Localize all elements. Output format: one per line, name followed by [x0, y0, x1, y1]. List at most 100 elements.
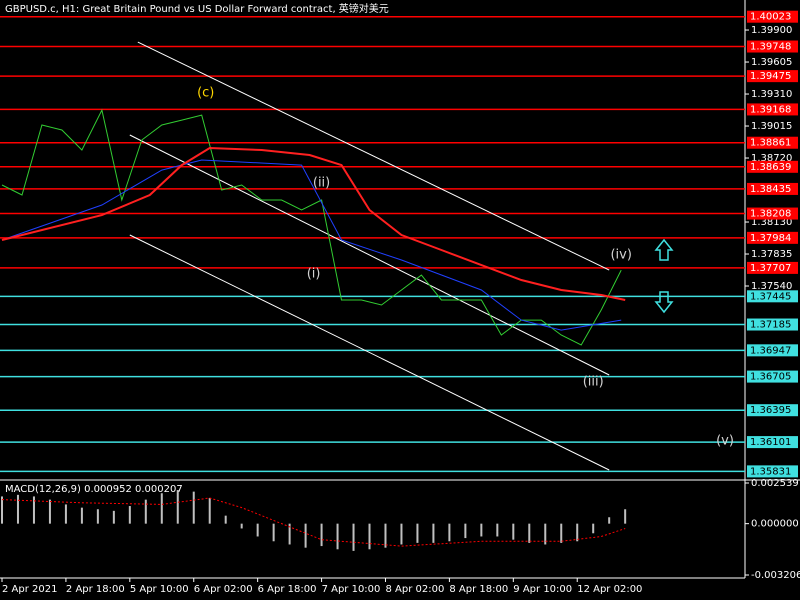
histogram-bar [624, 509, 627, 524]
level-label-box [747, 344, 798, 357]
level-label-box [747, 231, 798, 244]
level-label-box [747, 207, 798, 220]
price-line [1, 159, 622, 331]
x-tick-label: 6 Apr 18:00 [258, 584, 317, 595]
x-tick-label: 2 Apr 2021 [2, 584, 57, 595]
level-label-box [747, 103, 798, 116]
wave-label: (i) [307, 266, 321, 281]
level-label-box [747, 160, 798, 173]
level-label: 1.38435 [750, 184, 791, 195]
level-label: 1.37445 [750, 291, 791, 302]
level-label: 1.37185 [750, 320, 791, 331]
wave-label: (ii) [313, 175, 330, 190]
level-label-box [747, 40, 798, 53]
histogram-bar [208, 498, 211, 524]
histogram-bar [528, 523, 531, 543]
price-line [1, 108, 622, 346]
wave-label: (iv) [610, 247, 631, 262]
histogram-bar [224, 515, 227, 524]
histogram-bar [144, 499, 147, 524]
price-line [137, 41, 610, 271]
histogram-bar [64, 504, 67, 524]
level-label: 1.37984 [750, 233, 791, 244]
x-tick-label: 8 Apr 02:00 [385, 584, 444, 595]
level-label-box [747, 182, 798, 195]
level-label: 1.36705 [750, 372, 791, 383]
level-label-box [747, 370, 798, 383]
level-label-box [747, 261, 798, 274]
histogram-bar [48, 499, 51, 524]
level-label-box [747, 436, 798, 449]
y-tick-label: 1.38720 [751, 153, 792, 164]
y-tick-label: 0.000000 [751, 519, 799, 530]
level-label: 1.39748 [750, 42, 791, 53]
histogram-bar [608, 517, 611, 524]
histogram-bar [576, 523, 579, 542]
level-label: 1.38861 [750, 138, 791, 149]
histogram-bar [448, 523, 451, 542]
histogram-bar [240, 523, 243, 529]
wave-label: (c) [197, 86, 214, 101]
histogram-bar [80, 507, 83, 524]
histogram-bar [272, 523, 275, 542]
level-label-box [747, 465, 798, 478]
level-label-box [747, 70, 798, 83]
histogram-bar [320, 523, 323, 547]
level-label-box [747, 290, 798, 303]
histogram-bar [96, 509, 99, 524]
histogram-bar [512, 523, 515, 540]
level-label: 1.38639 [750, 162, 791, 173]
histogram-bar [432, 523, 435, 543]
wave-label: (iii) [583, 375, 604, 390]
histogram-bar [16, 494, 19, 524]
histogram-bar [400, 523, 403, 545]
price-line [1, 146, 626, 301]
x-tick-label: 12 Apr 02:00 [577, 584, 642, 595]
wave-label: (v) [716, 434, 734, 449]
level-label-box [747, 136, 798, 149]
x-tick-label: 2 Apr 18:00 [66, 584, 125, 595]
histogram-bar [336, 523, 339, 550]
level-label: 1.40023 [750, 12, 791, 23]
y-tick-label: 1.38130 [751, 217, 792, 228]
level-label: 1.38208 [750, 209, 791, 220]
histogram-bar [560, 523, 563, 543]
histogram-bar [496, 523, 499, 537]
histogram-bar [128, 506, 131, 524]
histogram-bar [1, 496, 3, 524]
y-tick-label: 1.39310 [751, 89, 792, 100]
histogram-bar [256, 523, 259, 537]
y-tick-label: -0.003206 [751, 570, 800, 581]
histogram-bar [368, 523, 371, 550]
level-label: 1.36101 [750, 437, 791, 448]
level-label: 1.39475 [750, 71, 791, 82]
level-label: 1.37707 [750, 263, 791, 274]
indicator-title: MACD(12,26,9) 0.000952 0.000207 [5, 484, 183, 495]
histogram-bar [160, 493, 163, 524]
level-label-box [747, 404, 798, 417]
histogram-bar [544, 523, 547, 545]
histogram-bar [32, 496, 35, 524]
x-tick-label: 7 Apr 10:00 [322, 584, 381, 595]
histogram-bar [288, 523, 291, 545]
level-label-box [747, 10, 798, 23]
y-tick-label: 0.002539 [751, 478, 799, 489]
histogram-bar [192, 491, 195, 524]
histogram-bar [480, 523, 483, 537]
y-tick-label: 1.39015 [751, 121, 792, 132]
signal-line [1, 497, 626, 547]
level-label: 1.36947 [750, 345, 791, 356]
level-label: 1.36395 [750, 405, 791, 416]
x-tick-label: 6 Apr 02:00 [194, 584, 253, 595]
level-label-box [747, 318, 798, 331]
price-line [129, 234, 610, 471]
x-tick-label: 9 Apr 10:00 [513, 584, 572, 595]
histogram-bar [352, 523, 355, 551]
y-tick-label: 1.39605 [751, 57, 792, 68]
level-label: 1.35831 [750, 466, 791, 477]
x-tick-label: 8 Apr 18:00 [449, 584, 508, 595]
chart-title: GBPUSD.c, H1: Great Britain Pound vs US … [5, 2, 389, 15]
y-tick-label: 1.37540 [751, 281, 792, 292]
